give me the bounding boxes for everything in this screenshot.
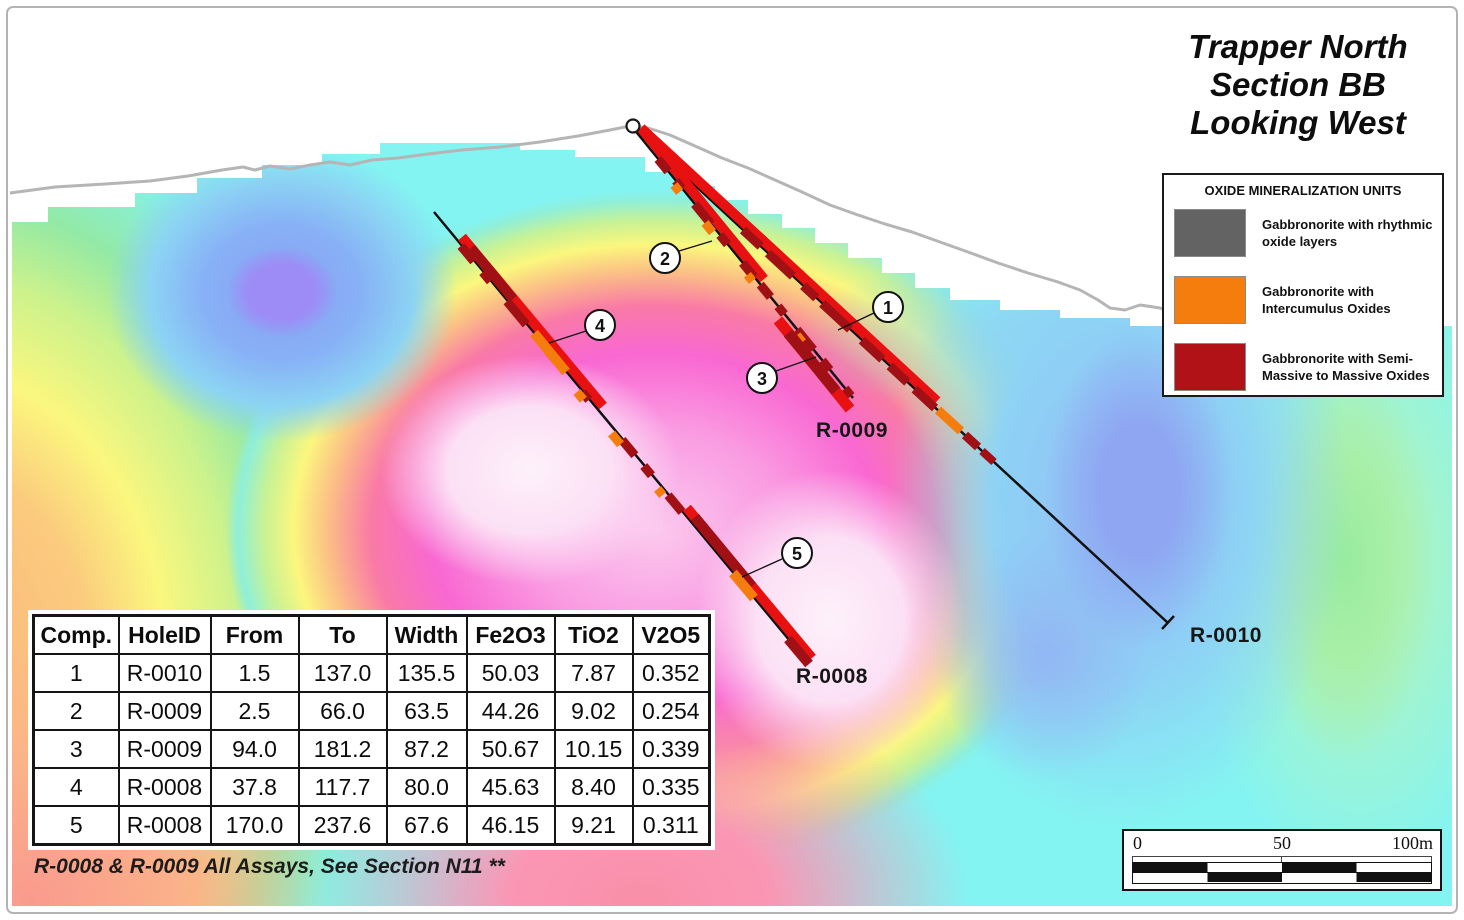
legend-item-rhythmic: Gabbronorite with rhythmic oxide layers [1174,209,1434,257]
col-header-from: From [209,614,300,655]
legend-item-intercumulus: Gabbronorite with Intercumulus Oxides [1174,276,1434,324]
col-header-v2o5: V2O5 [631,614,711,655]
col-header-holeid: HoleID [117,614,212,655]
collar-marker [625,118,641,134]
assay-table: Comp. HoleID From To Width Fe2O3 TiO2 V2… [32,614,711,846]
svg-text:5: 5 [792,544,802,564]
legend-swatch-orange [1174,276,1246,324]
scale-baseline [1132,856,1432,857]
scale-label-50: 50 [1273,833,1291,853]
svg-text:2: 2 [660,249,670,269]
legend-label: Gabbronorite with rhythmic oxide layers [1262,217,1433,249]
hole-label-r0010: R-0010 [1190,624,1262,647]
legend-label: Gabbronorite with Intercumulus Oxides [1262,284,1391,316]
page-title: Trapper North Section BB Looking West [1148,28,1448,142]
intervals-r0009 [637,124,855,413]
intervals-r0008 [457,233,816,668]
hole-label-r0009: R-0009 [816,419,888,442]
col-header-comp: Comp. [32,614,120,655]
terrain-line [9,124,1173,314]
legend-label: Gabbronorite with Semi-Massive to Massiv… [1262,351,1430,383]
table-row: 1 R-0010 1.5 137.0 135.5 50.03 7.87 0.352 [32,653,711,693]
scale-label-100m: 100m [1391,833,1433,853]
svg-text:1: 1 [883,298,893,318]
col-header-to: To [297,614,388,655]
scale-checker-bottom [1133,872,1431,882]
legend-item-massive: Gabbronorite with Semi-Massive to Massiv… [1174,343,1434,391]
table-row: 4 R-0008 37.8 117.7 80.0 45.63 8.40 0.335 [32,767,711,807]
legend-swatch-darkred [1174,343,1246,391]
table-row: 3 R-0009 94.0 181.2 87.2 50.67 10.15 0.339 [32,729,711,769]
scale-bar: 0 50 100m [1122,829,1442,891]
legend-title: OXIDE MINERALIZATION UNITS [1204,183,1402,198]
callout-4: 4 [584,309,616,341]
assay-footnote: R-0008 & R-0009 All Assays, See Section … [34,855,505,878]
table-row: 5 R-0008 170.0 237.6 67.6 46.15 9.21 0.311 [32,805,711,846]
legend-swatch-gray [1174,209,1246,257]
assay-table-panel: Comp. HoleID From To Width Fe2O3 TiO2 V2… [28,610,715,850]
title-line-2: Section BB [1209,66,1387,103]
scale-checker-top [1133,863,1431,872]
scale-tick [1281,856,1282,862]
title-line-3: Looking West [1190,104,1406,141]
callout-leaders [548,240,875,578]
callout-5: 5 [781,537,813,569]
intervals-r0010 [637,124,997,465]
title-line-1: Trapper North [1188,28,1408,65]
scale-tick [1132,856,1133,862]
col-header-fe2o3: Fe2O3 [465,614,556,655]
col-header-tio2: TiO2 [553,614,634,655]
table-row: 2 R-0009 2.5 66.0 63.5 44.26 9.02 0.254 [32,691,711,731]
scale-checker-bar [1132,862,1432,884]
hole-label-r0008: R-0008 [796,665,868,688]
scale-label-0: 0 [1133,833,1142,853]
callout-1: 1 [872,291,904,323]
callout-markers: 1 2 3 4 5 [584,242,904,569]
legend-box: OXIDE MINERALIZATION UNITS Gabbronorite … [1162,173,1444,397]
drillhole-traces [433,127,1175,654]
trace-r0010-end-tick [1161,615,1175,630]
svg-text:3: 3 [757,369,767,389]
callout-3: 3 [746,362,778,394]
callout-2: 2 [649,242,681,274]
scale-tick [1431,856,1432,862]
svg-text:4: 4 [595,316,605,336]
col-header-width: Width [385,614,468,655]
table-header-row: Comp. HoleID From To Width Fe2O3 TiO2 V2… [32,614,711,655]
